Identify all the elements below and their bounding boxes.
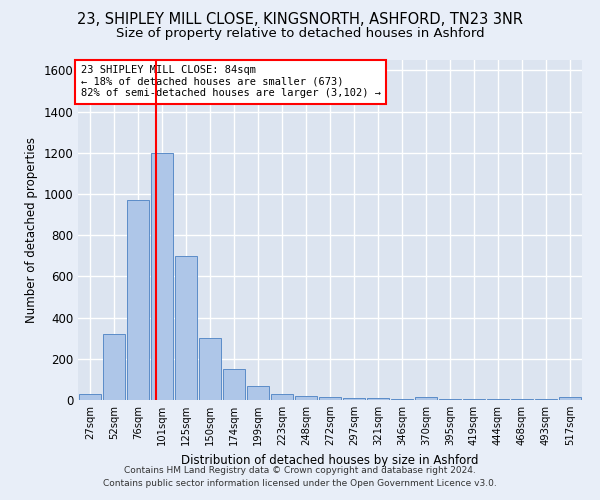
Text: Size of property relative to detached houses in Ashford: Size of property relative to detached ho… (116, 28, 484, 40)
Bar (223, 369, 245, 400)
Text: 23 SHIPLEY MILL CLOSE: 84sqm
← 18% of detached houses are smaller (673)
82% of s: 23 SHIPLEY MILL CLOSE: 84sqm ← 18% of de… (80, 65, 380, 98)
Bar (199, 338, 221, 400)
Bar (127, 200, 149, 400)
Bar (367, 398, 389, 400)
Bar (247, 386, 269, 400)
Bar (79, 394, 101, 400)
Text: 23, SHIPLEY MILL CLOSE, KINGSNORTH, ASHFORD, TN23 3NR: 23, SHIPLEY MILL CLOSE, KINGSNORTH, ASHF… (77, 12, 523, 28)
Bar (559, 397, 581, 400)
Bar (415, 397, 437, 400)
Bar (343, 398, 365, 400)
Bar (319, 397, 341, 400)
Text: Contains HM Land Registry data © Crown copyright and database right 2024.
Contai: Contains HM Land Registry data © Crown c… (103, 466, 497, 487)
X-axis label: Distribution of detached houses by size in Ashford: Distribution of detached houses by size … (181, 454, 479, 466)
Bar (103, 334, 125, 400)
Bar (391, 399, 413, 400)
Bar (271, 394, 293, 400)
Bar (175, 256, 197, 400)
Y-axis label: Number of detached properties: Number of detached properties (25, 137, 38, 323)
Bar (295, 396, 317, 400)
Bar (151, 152, 173, 400)
